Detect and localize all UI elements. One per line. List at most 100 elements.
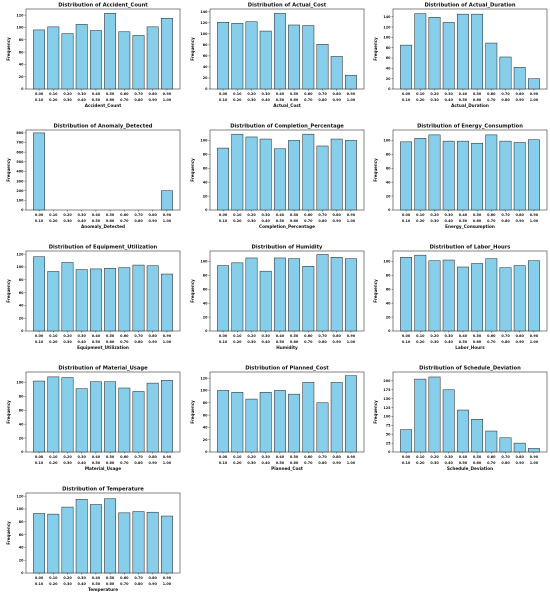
histogram-panel: Distribution of Energy_Consumption 0 20 40 6… <box>373 124 548 229</box>
x-tick-label-top: 0.30 <box>262 213 271 217</box>
histogram-bar <box>245 257 258 332</box>
x-tick-label-bottom: 0.60 <box>290 219 299 223</box>
x-tick-label-bottom: 0.80 <box>318 98 327 102</box>
x-tick-label-bottom: 0.80 <box>134 340 143 344</box>
x-tick-label-top: 0.00 <box>35 213 44 217</box>
histogram-panel: Distribution of Humidity 0 20 40 60 80 100 0.00… <box>190 245 365 350</box>
chart-title: Distribution of Anomaly_Detected <box>54 124 153 130</box>
x-tick-label-bottom: 0.10 <box>402 340 411 344</box>
y-axis-label: Frequency <box>190 158 195 182</box>
x-tick-label-bottom: 1.00 <box>347 461 356 465</box>
histogram-bar <box>273 257 286 332</box>
x-tick-label-bottom: 0.20 <box>416 219 425 223</box>
y-tick-label: 120 <box>16 252 24 256</box>
histogram-bar <box>302 382 315 453</box>
x-tick-label-top: 0.90 <box>530 455 539 459</box>
histogram-bar <box>414 254 427 332</box>
histogram-bar <box>33 29 46 90</box>
histogram-bar <box>428 17 441 90</box>
x-tick-label-bottom: 0.60 <box>106 461 115 465</box>
chart-title: Distribution of Completion_Percentage <box>230 124 344 130</box>
x-tick-label-bottom: 0.60 <box>473 340 482 344</box>
x-tick-label-top: 0.80 <box>516 92 525 96</box>
x-tick-label-top: 0.10 <box>49 576 58 580</box>
x-tick-label-top: 0.20 <box>430 92 439 96</box>
x-tick-label-top: 0.00 <box>219 92 228 96</box>
histogram-bar <box>527 139 540 211</box>
x-tick-label-top: 0.70 <box>134 334 143 338</box>
histogram-bar <box>442 22 455 90</box>
histogram-bar <box>217 265 230 332</box>
x-tick-label-bottom: 1.00 <box>530 219 539 223</box>
histogram-bar <box>485 134 498 211</box>
x-tick-label-top: 0.70 <box>318 455 327 459</box>
y-tick-label: 0 <box>21 329 24 333</box>
x-tick-label-top: 0.40 <box>276 213 285 217</box>
x-tick-label-top: 0.20 <box>247 334 256 338</box>
x-tick-label-bottom: 0.80 <box>134 98 143 102</box>
x-tick-label-top: 0.90 <box>347 213 356 217</box>
y-tick-label: 100 <box>383 139 391 143</box>
histogram-bar <box>330 382 343 453</box>
histogram-bar <box>118 267 131 332</box>
x-tick-label-bottom: 1.00 <box>530 340 539 344</box>
x-tick-label-bottom: 0.80 <box>318 340 327 344</box>
histogram-bar <box>33 132 46 211</box>
y-tick-label: 20 <box>386 77 391 81</box>
x-tick-label-top: 0.40 <box>92 92 101 96</box>
x-tick-label-top: 0.80 <box>149 213 158 217</box>
y-tick-label: 20 <box>386 315 391 319</box>
x-tick-label-top: 0.00 <box>35 92 44 96</box>
histogram-bar <box>118 512 131 574</box>
x-tick-label-top: 0.60 <box>487 213 496 217</box>
histogram-bar <box>231 23 244 90</box>
y-tick-label: 0 <box>21 450 24 454</box>
x-tick-label-bottom: 1.00 <box>347 98 356 102</box>
x-tick-label-bottom: 0.10 <box>35 461 44 465</box>
x-tick-label-top: 0.30 <box>78 576 87 580</box>
y-tick-label: 60 <box>203 287 208 291</box>
histogram-bar <box>428 134 441 211</box>
x-tick-label-bottom: 0.90 <box>516 340 525 344</box>
y-tick-label: 75 <box>386 424 391 428</box>
plot-frame <box>209 129 365 211</box>
x-tick-label-bottom: 1.00 <box>163 340 172 344</box>
x-tick-label-bottom: 0.50 <box>459 461 468 465</box>
histogram-bar <box>344 258 357 332</box>
x-tick-label-bottom: 0.20 <box>233 219 242 223</box>
x-tick-label-bottom: 0.40 <box>262 219 271 223</box>
chart-title: Distribution of Labor_Hours <box>430 245 511 251</box>
histogram-bar <box>146 26 159 90</box>
y-axis-label: Frequency <box>373 279 378 303</box>
histogram-panel: Distribution of Actual_Cost 0 20 40 60 80 100 1… <box>190 3 365 108</box>
y-tick-label: 100 <box>200 139 208 143</box>
x-tick-label-top: 0.80 <box>516 213 525 217</box>
histogram-bar <box>428 260 441 332</box>
x-tick-label-bottom: 0.30 <box>247 340 256 344</box>
x-tick-label-top: 0.40 <box>276 92 285 96</box>
x-tick-label-bottom: 0.70 <box>487 340 496 344</box>
histogram-bar <box>61 262 74 332</box>
histogram-bar <box>217 390 230 453</box>
x-tick-label-top: 0.70 <box>134 455 143 459</box>
x-tick-label-top: 0.70 <box>501 334 510 338</box>
x-tick-label-top: 0.80 <box>333 334 342 338</box>
histogram-bar <box>456 409 469 453</box>
x-tick-label-top: 0.10 <box>416 455 425 459</box>
x-tick-label-bottom: 0.20 <box>233 98 242 102</box>
x-tick-label-top: 0.30 <box>78 455 87 459</box>
x-tick-label-top: 0.20 <box>63 334 72 338</box>
y-tick-label: 120 <box>383 25 391 29</box>
histogram-bar <box>75 499 88 574</box>
plot-frame <box>25 250 181 332</box>
y-tick-label: 0 <box>388 87 391 91</box>
y-tick-label: 40 <box>19 304 24 308</box>
histogram-bar <box>61 506 74 574</box>
histogram-bar <box>302 266 315 332</box>
x-tick-label-bottom: 0.90 <box>516 98 525 102</box>
histogram-panel: Distribution of Actual_Duration 0 20 40 60 80… <box>373 3 548 108</box>
histogram-bar <box>513 142 526 211</box>
y-tick-label: 0 <box>205 208 208 212</box>
x-tick-label-bottom: 0.20 <box>49 98 58 102</box>
y-tick-label: 60 <box>386 166 391 170</box>
